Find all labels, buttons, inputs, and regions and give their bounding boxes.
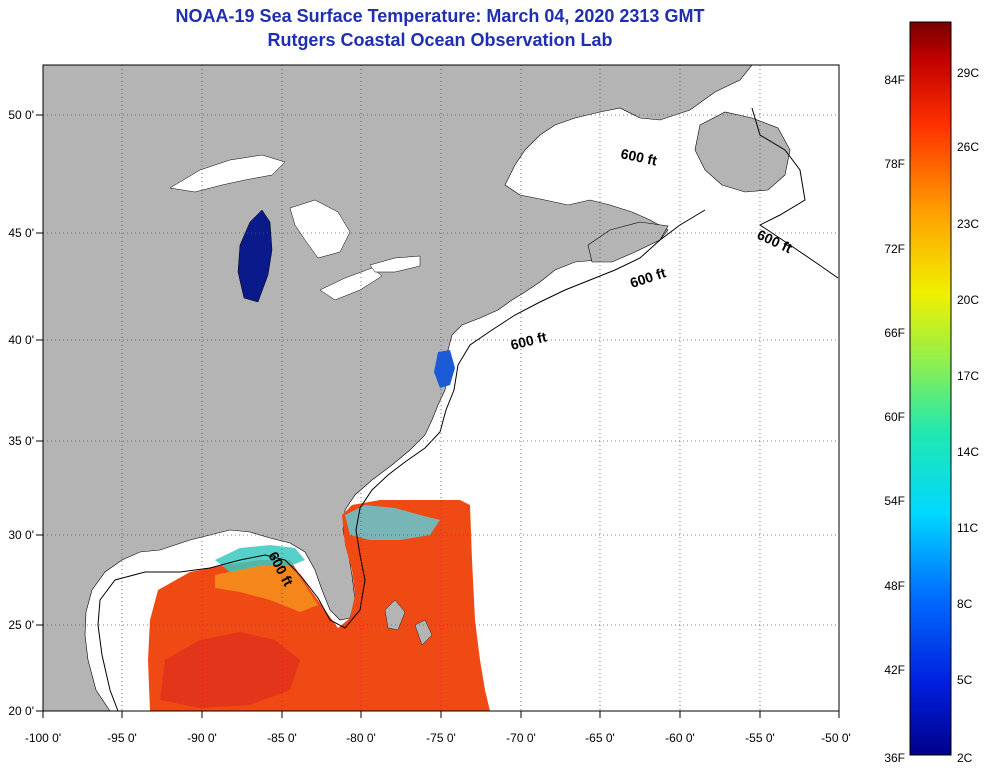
graticule (43, 65, 839, 711)
chesapeake-sst (434, 350, 455, 388)
lon-label: -95 0' (107, 731, 137, 745)
colorbar-c-labels: 29C 26C 23C 20C 17C 14C 11C 8C 5C 2C (957, 66, 979, 765)
lake-ontario (369, 255, 421, 273)
colorbar (909, 21, 952, 756)
lon-label: -90 0' (187, 731, 217, 745)
colorbar-f-label: 42F (884, 663, 905, 677)
lat-label: 50 0' (8, 108, 34, 122)
lake-erie (319, 267, 383, 301)
gulf-sst-warm-core (160, 632, 300, 708)
gulf-sst-shelf (215, 565, 318, 612)
colorbar-f-label: 48F (884, 579, 905, 593)
lake-huron (289, 199, 351, 259)
colorbar-f-label: 60F (884, 410, 905, 424)
colorbar-c-label: 29C (957, 66, 979, 80)
contour-600ft (97, 107, 839, 711)
latitude-labels: 50 0' 45 0' 40 0' 35 0' 30 0' 25 0' 20 0… (8, 108, 34, 718)
lon-label: -60 0' (665, 731, 695, 745)
contour-label: 600 ft (619, 145, 658, 168)
colorbar-f-label: 36F (884, 751, 905, 765)
lat-label: 30 0' (8, 528, 34, 542)
gulf-coastal-cold (215, 545, 305, 572)
colorbar-c-label: 11C (957, 521, 978, 535)
atlantic-coastal-cold (345, 505, 440, 540)
colorbar-f-label: 84F (884, 73, 905, 87)
colorbar-c-label: 26C (957, 140, 979, 154)
lon-label: -75 0' (426, 731, 456, 745)
map-title: NOAA-19 Sea Surface Temperature: March 0… (175, 6, 705, 26)
colorbar-f-label: 78F (884, 157, 905, 171)
lon-label: -50 0' (821, 731, 851, 745)
colorbar-c-label: 8C (957, 597, 973, 611)
lon-label: -85 0' (267, 731, 297, 745)
colorbar-c-label: 14C (957, 445, 979, 459)
lon-label: -100 0' (25, 731, 61, 745)
lat-label: 45 0' (8, 226, 34, 240)
colorbar-c-label: 17C (957, 369, 979, 383)
colorbar-f-labels: 84F 78F 72F 66F 60F 54F 48F 42F 36F (884, 73, 905, 765)
axis-ticks (36, 114, 840, 718)
lon-label: -80 0' (346, 731, 376, 745)
lat-label: 25 0' (8, 618, 34, 632)
colorbar-f-label: 72F (884, 242, 905, 256)
lat-label: 35 0' (8, 434, 34, 448)
colorbar-f-label: 66F (884, 326, 905, 340)
colorbar-c-label: 2C (957, 751, 973, 765)
lon-label: -55 0' (745, 731, 775, 745)
lon-label: -70 0' (506, 731, 536, 745)
colorbar-f-label: 54F (884, 494, 905, 508)
colorbar-c-label: 23C (957, 217, 979, 231)
lat-label: 40 0' (8, 333, 34, 347)
colorbar-c-label: 5C (957, 673, 973, 687)
map-subtitle: Rutgers Coastal Ocean Observation Lab (267, 30, 613, 50)
lon-label: -65 0' (585, 731, 615, 745)
lat-label: 20 0' (8, 704, 34, 718)
lake-superior (169, 154, 286, 193)
longitude-labels: -100 0' -95 0' -90 0' -85 0' -80 0' -75 … (25, 731, 851, 745)
newfoundland-land (694, 111, 791, 193)
colorbar-c-label: 20C (957, 293, 979, 307)
